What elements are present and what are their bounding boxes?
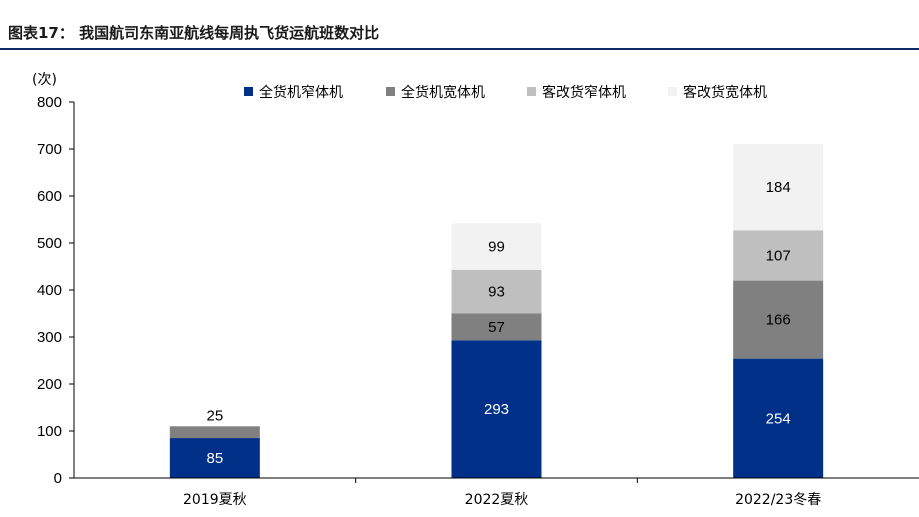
- legend: 全货机窄体机 全货机宽体机 客改货窄体机 客改货宽体机: [244, 84, 767, 101]
- y-tick-label: 800: [37, 94, 62, 111]
- y-axis-unit: (次): [32, 72, 57, 88]
- y-tick-label: 500: [37, 235, 62, 252]
- bar-segment: [733, 358, 824, 478]
- legend-label: 客改货窄体机: [542, 84, 626, 101]
- data-label: 184: [766, 179, 791, 196]
- x-category-label: 2022/23冬春: [735, 492, 821, 508]
- legend-swatch: [386, 87, 395, 96]
- bar-segment: [169, 438, 260, 478]
- legend-swatch: [668, 87, 677, 96]
- bar-segment: [733, 280, 824, 359]
- data-label: 254: [766, 410, 791, 427]
- x-category-label: 2019夏秋: [183, 492, 247, 508]
- bar-segment: [451, 223, 542, 270]
- bar-segment: [451, 313, 542, 341]
- legend-swatch: [244, 87, 253, 96]
- data-label: 25: [206, 407, 223, 424]
- bar-segment: [733, 230, 824, 281]
- data-label: 85: [206, 450, 223, 467]
- bar-segment: [451, 340, 542, 478]
- y-tick-label: 300: [37, 329, 62, 346]
- legend-swatch: [527, 87, 536, 96]
- y-tick-label: 0: [54, 470, 62, 487]
- figure-title: 图表17： 我国航司东南亚航线每周执飞货运航班数对比: [8, 24, 380, 42]
- data-label: 57: [488, 319, 505, 336]
- x-category-label: 2022夏秋: [465, 492, 529, 508]
- bar-segment: [733, 143, 824, 231]
- data-label: 166: [766, 312, 791, 329]
- y-tick-label: 600: [37, 188, 62, 205]
- legend-label: 全货机宽体机: [401, 84, 485, 101]
- y-tick-label: 100: [37, 423, 62, 440]
- data-label: 99: [488, 239, 505, 256]
- legend-label: 客改货宽体机: [683, 84, 767, 101]
- bar-segment: [169, 426, 260, 439]
- y-tick-label: 700: [37, 141, 62, 158]
- data-label: 293: [484, 401, 509, 418]
- y-tick-label: 200: [37, 376, 62, 393]
- x-axis: 2019夏秋 2022夏秋 2022/23冬春: [74, 477, 919, 508]
- legend-label: 全货机窄体机: [259, 84, 343, 101]
- y-tick-label: 400: [37, 282, 62, 299]
- bar-segment: [451, 269, 542, 314]
- data-label: 93: [488, 284, 505, 301]
- y-axis: 0 100 200 300 400 500 600 700 800: [37, 94, 75, 487]
- bars: 85 25 293 57 93 99 254 166 107 184: [169, 143, 824, 478]
- data-label: 107: [766, 247, 791, 264]
- title-rule: [0, 48, 919, 50]
